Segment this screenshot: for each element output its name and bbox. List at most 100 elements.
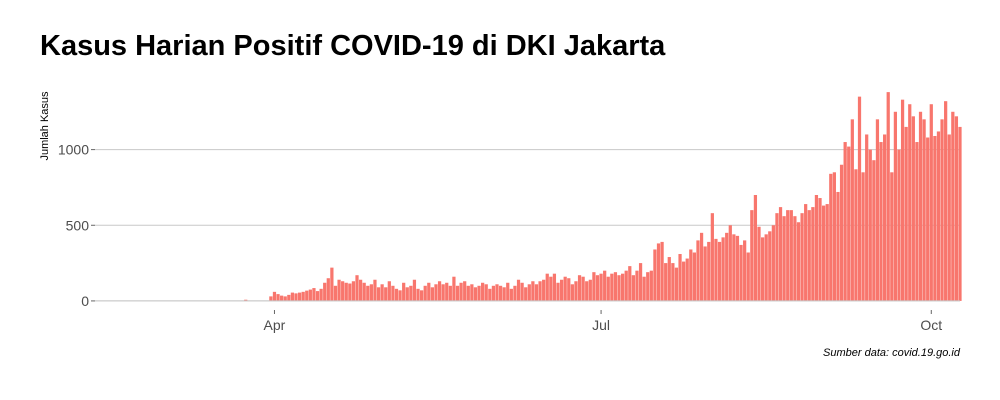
bar xyxy=(466,285,470,301)
bar xyxy=(692,252,697,301)
bar xyxy=(865,134,869,301)
bar xyxy=(323,282,327,301)
bar xyxy=(402,282,406,301)
y-tick-label-0: 0 xyxy=(81,293,89,309)
bar xyxy=(520,282,524,301)
y-tick-label-1000: 1000 xyxy=(58,142,89,158)
bar xyxy=(940,119,944,301)
bar xyxy=(628,266,632,301)
bar xyxy=(764,234,768,301)
bar xyxy=(506,282,510,301)
bar xyxy=(488,288,492,301)
bar xyxy=(341,281,345,301)
bar xyxy=(814,195,819,301)
bar xyxy=(646,272,650,301)
bar xyxy=(631,275,635,301)
bar xyxy=(861,172,865,301)
bar xyxy=(498,285,503,301)
bar xyxy=(847,146,851,301)
bar xyxy=(836,191,840,301)
bar xyxy=(448,285,452,301)
bar xyxy=(409,285,413,301)
bar xyxy=(753,195,758,301)
bar xyxy=(725,232,729,301)
bar xyxy=(621,273,625,301)
bar xyxy=(545,273,549,301)
bar xyxy=(760,237,765,301)
bar xyxy=(595,275,600,301)
bar xyxy=(398,290,402,301)
bar xyxy=(638,263,643,301)
bar xyxy=(269,296,273,301)
bar xyxy=(455,285,460,301)
bar xyxy=(807,210,811,301)
bar xyxy=(653,249,657,301)
bar xyxy=(707,241,711,301)
bar xyxy=(563,276,567,301)
bar xyxy=(879,142,883,301)
bar xyxy=(290,292,295,301)
bar xyxy=(315,291,320,301)
bar xyxy=(297,292,302,301)
bar xyxy=(918,111,923,301)
bars xyxy=(244,92,962,301)
bar xyxy=(904,126,908,301)
bar xyxy=(674,267,679,301)
bar xyxy=(577,275,582,301)
bar xyxy=(463,281,467,301)
bar xyxy=(473,287,478,301)
bar xyxy=(524,287,528,301)
bar xyxy=(376,287,381,301)
bar xyxy=(872,160,876,301)
bar xyxy=(531,281,535,301)
bar xyxy=(581,276,585,301)
bar xyxy=(330,267,334,301)
bar xyxy=(358,279,363,301)
bar xyxy=(380,284,384,301)
bar xyxy=(743,240,747,301)
bar xyxy=(283,296,287,301)
bar xyxy=(592,272,596,301)
bar xyxy=(502,287,506,301)
bar xyxy=(319,288,323,301)
bar xyxy=(900,99,905,301)
bar xyxy=(416,288,420,301)
bar xyxy=(470,284,474,301)
bar xyxy=(685,258,689,301)
bar xyxy=(427,282,431,301)
bar xyxy=(362,282,366,301)
bar xyxy=(800,213,804,301)
bar xyxy=(567,278,571,301)
bar xyxy=(599,273,603,301)
bar xyxy=(280,295,284,301)
bar xyxy=(244,299,248,301)
bar xyxy=(617,275,621,301)
bar xyxy=(420,290,424,301)
bar xyxy=(875,119,880,301)
bar xyxy=(391,285,395,301)
bar xyxy=(445,282,449,301)
bar xyxy=(829,173,833,301)
bar xyxy=(534,284,539,301)
bar xyxy=(452,276,456,301)
bar xyxy=(477,285,481,301)
bar xyxy=(333,285,338,301)
bar xyxy=(664,263,668,301)
y-tick-label-500: 500 xyxy=(66,217,90,233)
axes: 0 500 1000 Apr Jul Oct xyxy=(58,142,960,333)
bar xyxy=(549,276,553,301)
bar xyxy=(423,285,427,301)
bar xyxy=(624,270,628,301)
bar xyxy=(559,279,564,301)
bar xyxy=(355,275,359,301)
bar xyxy=(789,210,793,301)
bar xyxy=(793,216,797,301)
bar xyxy=(513,285,517,301)
bar xyxy=(585,281,589,301)
bar xyxy=(542,279,546,301)
bar xyxy=(441,284,445,301)
bar xyxy=(954,116,959,301)
bar xyxy=(552,273,557,301)
bar xyxy=(588,279,592,301)
bar xyxy=(660,241,664,301)
